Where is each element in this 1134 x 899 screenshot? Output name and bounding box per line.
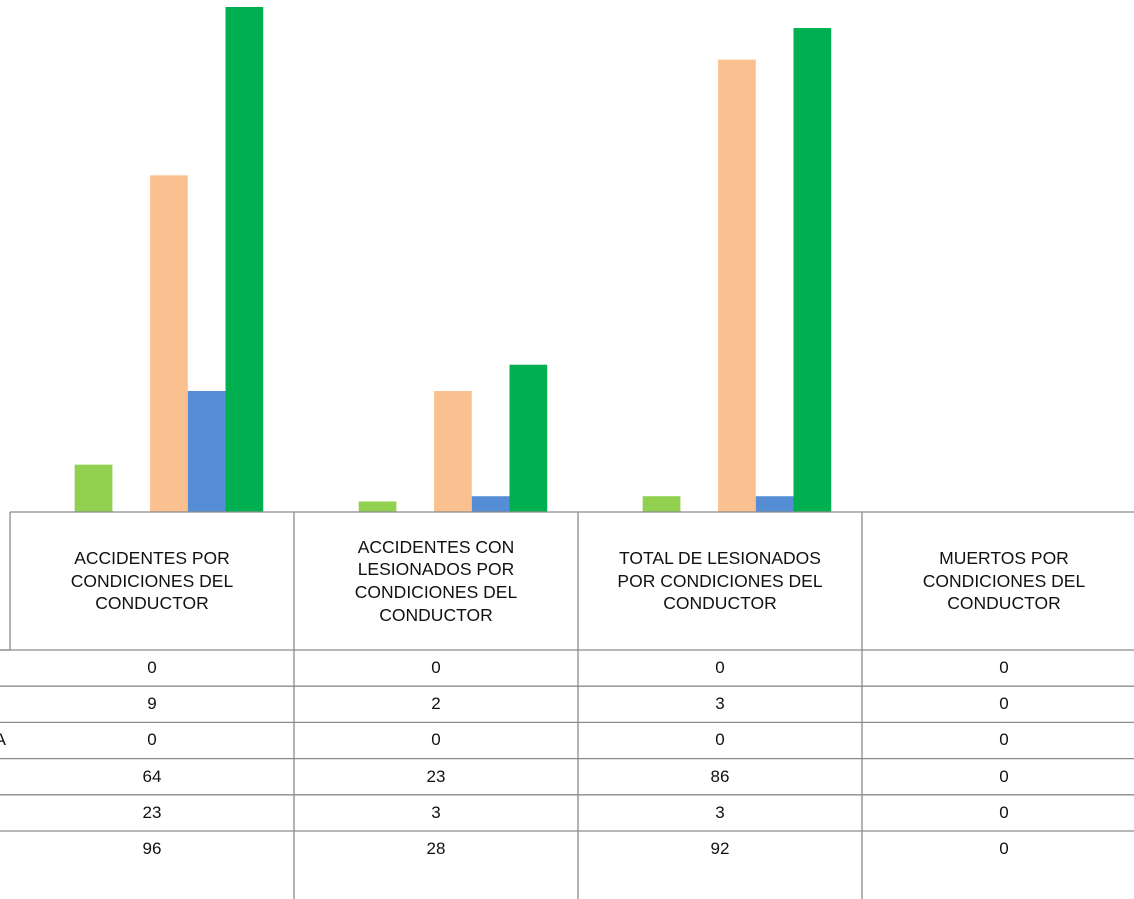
table-cell: 3: [715, 802, 725, 822]
bar: [74, 464, 113, 512]
bar: [718, 59, 756, 513]
table-cell: 92: [710, 839, 730, 858]
table-cell: 3: [715, 694, 725, 714]
bar: [187, 391, 226, 512]
table-cell: 96: [142, 839, 162, 858]
table-cell: 0: [999, 839, 1009, 858]
table-cell: 0: [715, 658, 725, 677]
table-cell: 23: [426, 766, 446, 786]
table-cell: 0: [999, 730, 1009, 750]
table-cell: 23: [142, 802, 162, 822]
table-cell: 0: [999, 658, 1009, 677]
bar: [642, 496, 681, 512]
column-header: ACCIDENTES CON LESIONADOS POR CONDICIONE…: [354, 536, 518, 625]
bar: [793, 28, 832, 513]
bar: [755, 496, 794, 512]
bar: [150, 175, 188, 513]
table-cell: 2: [431, 694, 441, 714]
column-header: TOTAL DE LESIONADOS POR CONDICIONES DEL …: [617, 547, 823, 614]
bar: [471, 496, 510, 512]
table-cell: 0: [999, 766, 1009, 786]
bar: [225, 7, 264, 512]
table-cell: 0: [431, 658, 441, 677]
table-cell: 0: [715, 730, 725, 750]
bar: [509, 364, 548, 512]
table-cell: 0: [147, 658, 157, 677]
table-cell: 86: [710, 766, 730, 786]
row-label: A: [0, 730, 6, 750]
table-cell: 0: [431, 730, 441, 750]
bar: [434, 391, 472, 512]
table-cell: 0: [147, 730, 157, 750]
column-header: ACCIDENTES POR CONDICIONES DEL CONDUCTOR: [70, 547, 234, 614]
table-cell: 28: [426, 839, 446, 858]
table-cell: 3: [431, 802, 441, 822]
bar: [358, 501, 397, 512]
table-cell: 64: [142, 766, 162, 786]
column-header: MUERTOS POR CONDICIONES DEL CONDUCTOR: [922, 547, 1086, 614]
table-cell: 0: [999, 694, 1009, 714]
table-cell: 9: [147, 694, 157, 714]
table-cell: 0: [999, 802, 1009, 822]
